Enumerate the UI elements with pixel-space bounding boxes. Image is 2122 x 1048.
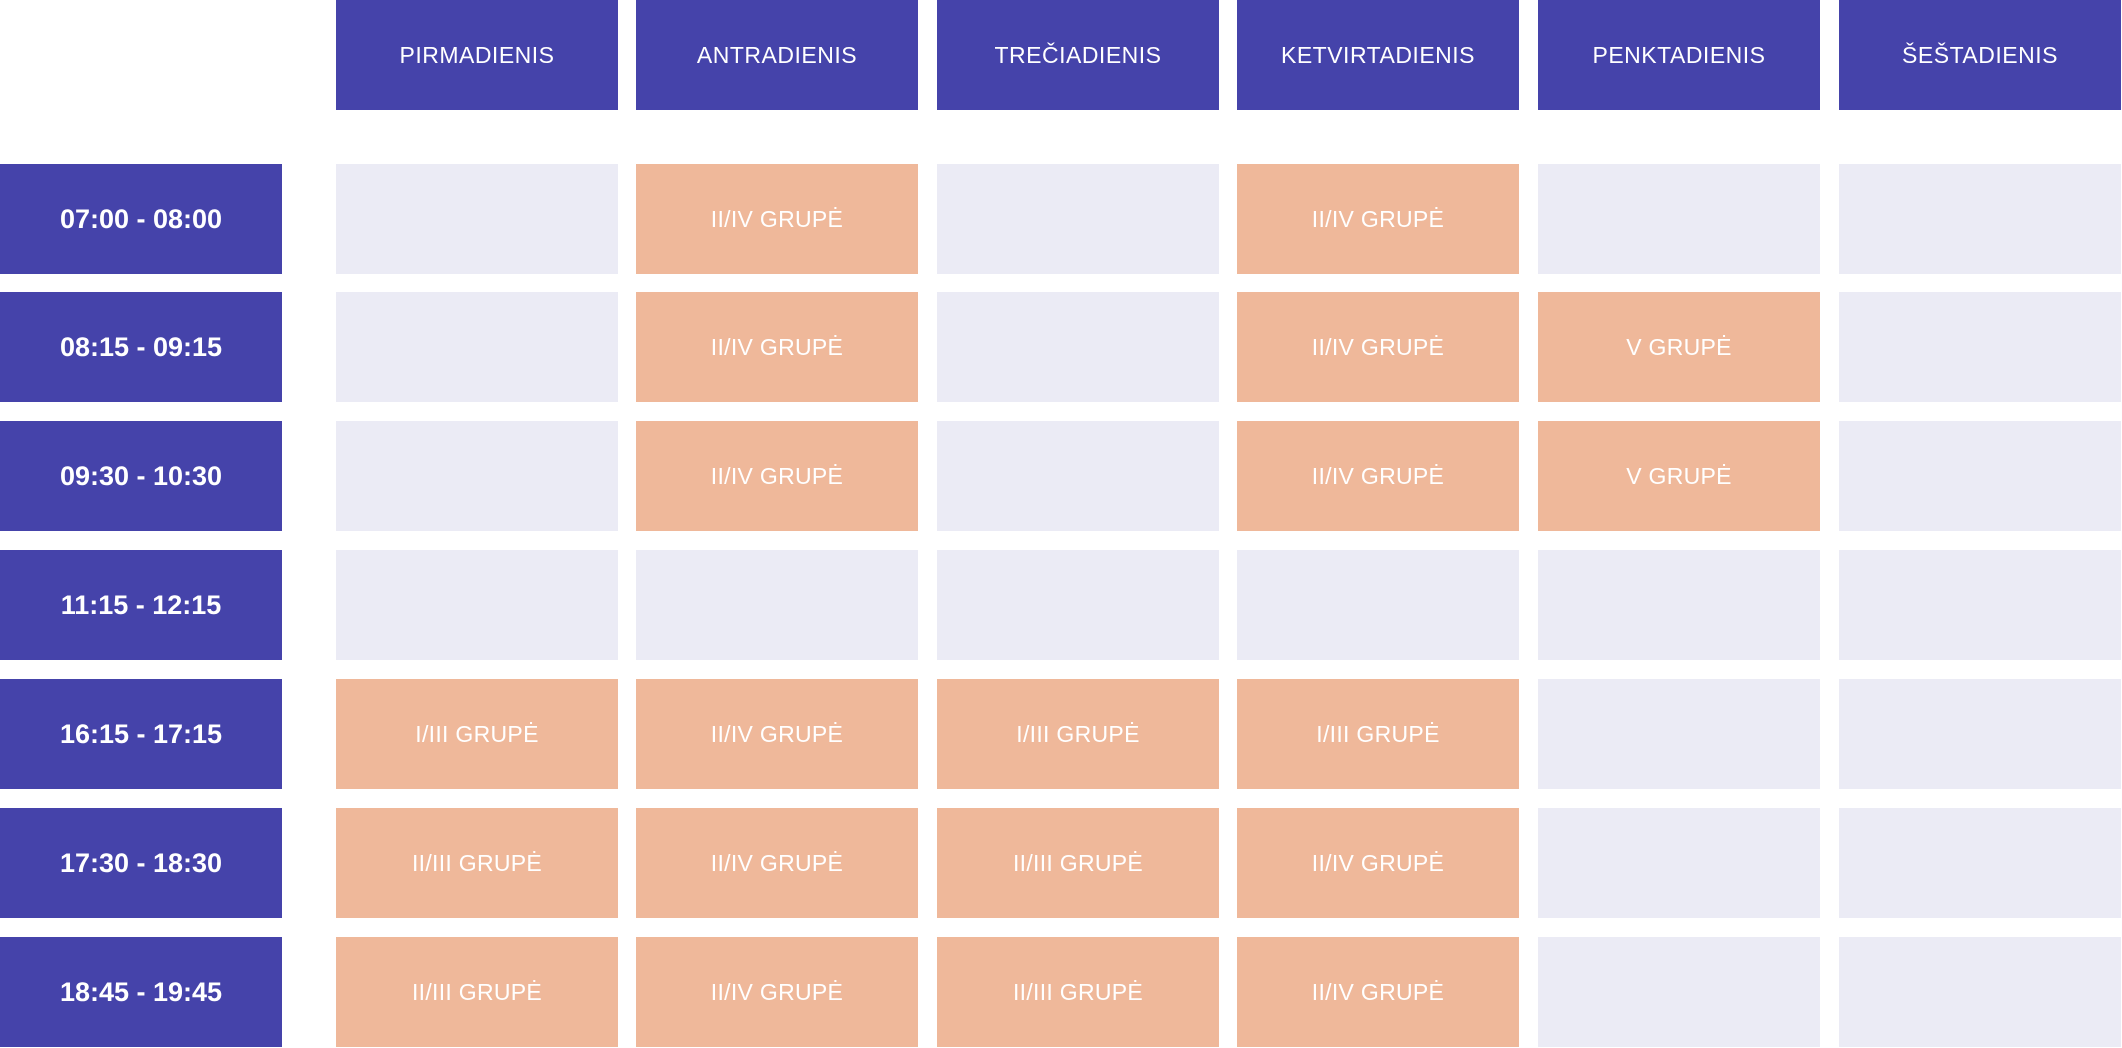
schedule-slot[interactable]: V GRUPĖ: [1538, 421, 1820, 531]
schedule-slot[interactable]: II/III GRUPĖ: [937, 937, 1219, 1047]
schedule-slot[interactable]: [336, 421, 618, 531]
schedule-slot[interactable]: II/IV GRUPĖ: [636, 421, 918, 531]
day-header-tuesday: ANTRADIENIS: [636, 0, 918, 110]
time-slot-label: 09:30 - 10:30: [0, 421, 282, 531]
time-slot-label: 18:45 - 19:45: [0, 937, 282, 1047]
schedule-slot[interactable]: [937, 164, 1219, 274]
schedule-slot[interactable]: II/III GRUPĖ: [937, 808, 1219, 918]
schedule-slot[interactable]: [336, 292, 618, 402]
schedule-slot[interactable]: [1538, 679, 1820, 789]
day-header-thursday: KETVIRTADIENIS: [1237, 0, 1519, 110]
schedule-slot[interactable]: [1839, 937, 2121, 1047]
schedule-slot[interactable]: [1839, 808, 2121, 918]
day-header-friday: PENKTADIENIS: [1538, 0, 1820, 110]
schedule-slot[interactable]: [1538, 164, 1820, 274]
schedule-slot[interactable]: II/IV GRUPĖ: [1237, 808, 1519, 918]
schedule-slot[interactable]: I/III GRUPĖ: [1237, 679, 1519, 789]
schedule-slot[interactable]: II/IV GRUPĖ: [636, 679, 918, 789]
schedule-slot[interactable]: I/III GRUPĖ: [336, 679, 618, 789]
schedule-slot[interactable]: [1538, 808, 1820, 918]
schedule-slot[interactable]: [937, 421, 1219, 531]
time-slot-label: 17:30 - 18:30: [0, 808, 282, 918]
day-header-wednesday: TREČIADIENIS: [937, 0, 1219, 110]
schedule-slot[interactable]: II/III GRUPĖ: [336, 808, 618, 918]
schedule-slot[interactable]: II/IV GRUPĖ: [1237, 292, 1519, 402]
schedule-slot[interactable]: II/IV GRUPĖ: [636, 292, 918, 402]
schedule-slot[interactable]: I/III GRUPĖ: [937, 679, 1219, 789]
schedule-slot[interactable]: II/III GRUPĖ: [336, 937, 618, 1047]
schedule-slot[interactable]: II/IV GRUPĖ: [1237, 164, 1519, 274]
time-slot-label: 11:15 - 12:15: [0, 550, 282, 660]
schedule-slot[interactable]: [1839, 550, 2121, 660]
schedule-slot[interactable]: [336, 164, 618, 274]
time-slot-label: 16:15 - 17:15: [0, 679, 282, 789]
schedule-slot[interactable]: [1839, 292, 2121, 402]
schedule-slot[interactable]: II/IV GRUPĖ: [636, 808, 918, 918]
schedule-slot[interactable]: [1839, 421, 2121, 531]
day-header-saturday: ŠEŠTADIENIS: [1839, 0, 2121, 110]
schedule-slot[interactable]: [1538, 937, 1820, 1047]
schedule-slot[interactable]: II/IV GRUPĖ: [636, 164, 918, 274]
schedule-slot[interactable]: [636, 550, 918, 660]
schedule-slot[interactable]: II/IV GRUPĖ: [636, 937, 918, 1047]
schedule-slot[interactable]: II/IV GRUPĖ: [1237, 937, 1519, 1047]
schedule-slot[interactable]: V GRUPĖ: [1538, 292, 1820, 402]
schedule-slot[interactable]: [1839, 164, 2121, 274]
schedule-slot[interactable]: [1839, 679, 2121, 789]
schedule-slot[interactable]: II/IV GRUPĖ: [1237, 421, 1519, 531]
schedule-slot[interactable]: [336, 550, 618, 660]
schedule-slot[interactable]: [937, 292, 1219, 402]
schedule-slot[interactable]: [1538, 550, 1820, 660]
schedule-slot[interactable]: [937, 550, 1219, 660]
time-slot-label: 07:00 - 08:00: [0, 164, 282, 274]
schedule-slot[interactable]: [1237, 550, 1519, 660]
time-slot-label: 08:15 - 09:15: [0, 292, 282, 402]
day-header-monday: PIRMADIENIS: [336, 0, 618, 110]
